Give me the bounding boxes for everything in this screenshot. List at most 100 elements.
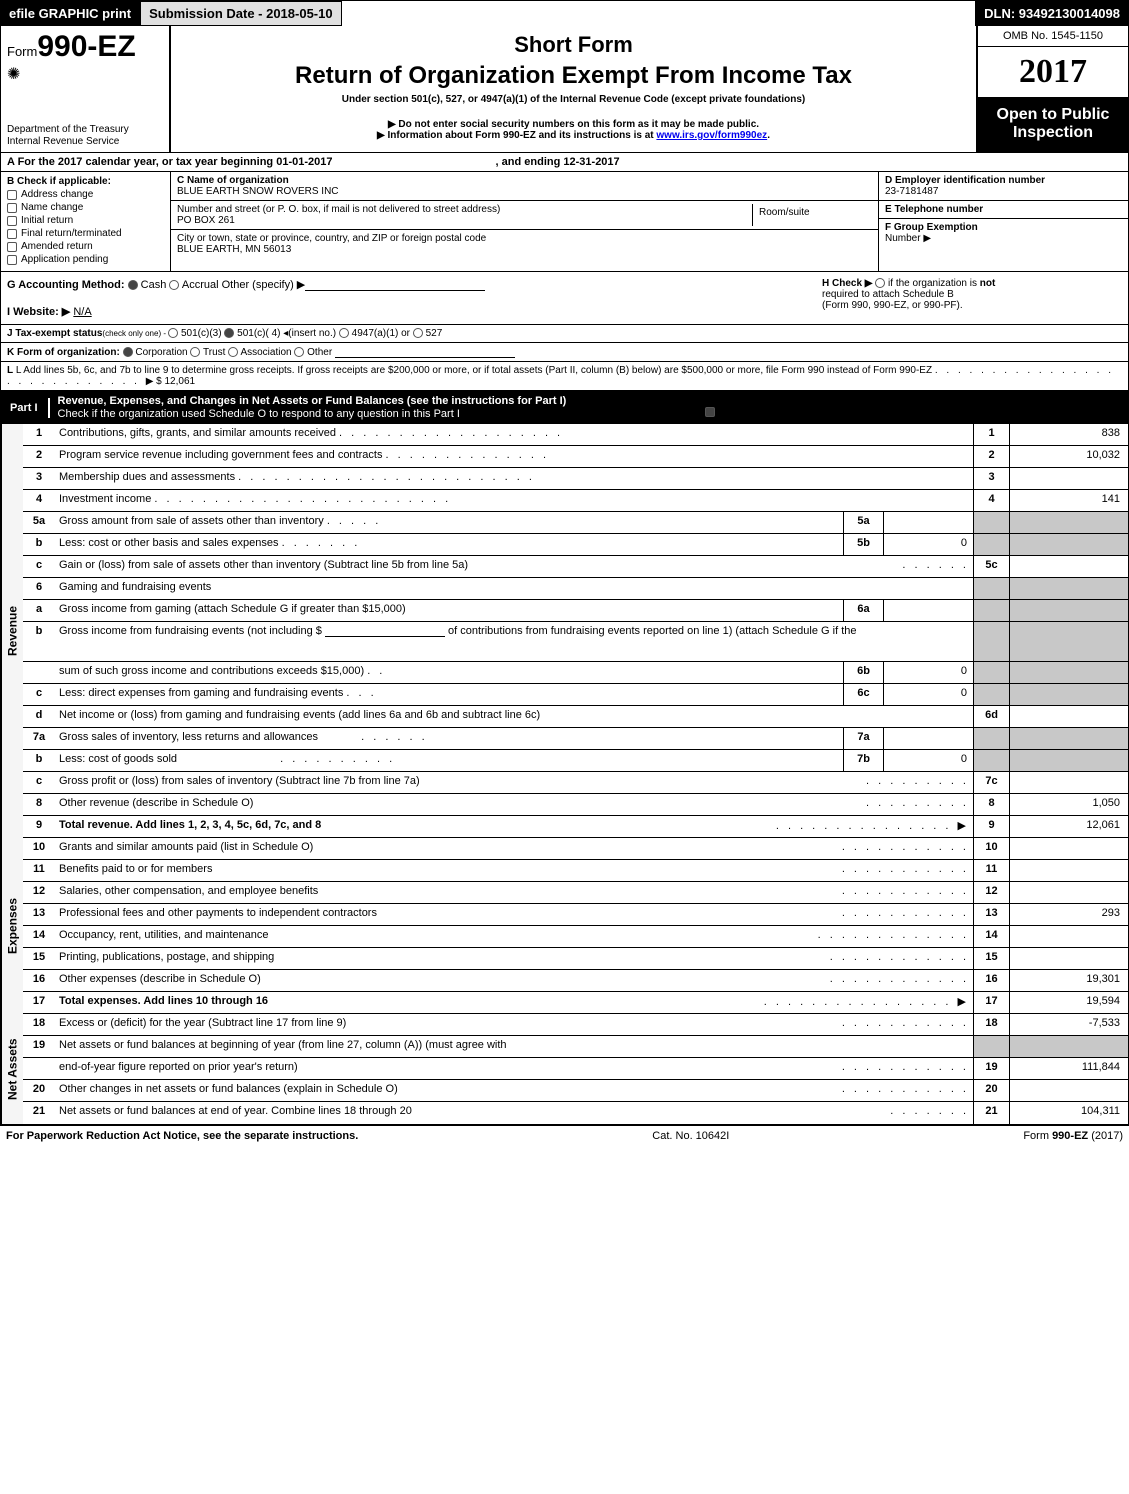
tax-year: 2017 <box>978 47 1128 98</box>
efile-button[interactable]: efile GRAPHIC print <box>0 1 140 26</box>
l6a: Gross income from gaming (attach Schedul… <box>55 600 843 621</box>
l1: Contributions, gifts, grants, and simila… <box>55 424 973 445</box>
submission-date: Submission Date - 2018-05-10 <box>140 1 342 26</box>
street-value: PO BOX 261 <box>177 215 752 226</box>
l9: Total revenue. Add lines 1, 2, 3, 4, 5c,… <box>55 816 973 837</box>
room-suite: Room/suite <box>752 204 872 226</box>
v1: 838 <box>1009 424 1129 445</box>
chk-address[interactable] <box>7 190 17 200</box>
treasury-label: Department of the Treasury Internal Reve… <box>7 124 163 148</box>
hio-h[interactable] <box>875 278 885 288</box>
d-label: D Employer identification number <box>885 175 1122 186</box>
form-number: Form990-EZ ✺ <box>7 30 163 84</box>
l6d: Net income or (loss) from gaming and fun… <box>55 706 973 727</box>
omb-number: OMB No. 1545-1150 <box>978 26 1128 47</box>
chk-name-label: Name change <box>21 202 83 213</box>
l15: Printing, publications, postage, and shi… <box>55 948 973 969</box>
footer-right: Form 990-EZ (2017) <box>1023 1130 1123 1142</box>
radio-accrual[interactable] <box>169 280 179 290</box>
v5b: 0 <box>883 534 973 555</box>
radio-cash[interactable] <box>128 280 138 290</box>
v17: 19,594 <box>1009 992 1129 1013</box>
l5a: Gross amount from sale of assets other t… <box>55 512 843 533</box>
b-label: B Check if applicable: <box>7 176 164 187</box>
dln-label: DLN: 93492130014098 <box>975 1 1129 26</box>
j-line: J Tax-exempt status(check only one) - 50… <box>0 325 1129 343</box>
chk-address-label: Address change <box>21 189 93 200</box>
l20: Other changes in net assets or fund bala… <box>55 1080 973 1101</box>
radio-501c4[interactable] <box>224 328 234 338</box>
v21: 104,311 <box>1009 1102 1129 1124</box>
l12: Salaries, other compensation, and employ… <box>55 882 973 903</box>
l8: Other revenue (describe in Schedule O) .… <box>55 794 973 815</box>
e-label: E Telephone number <box>885 204 1122 215</box>
line-a: A For the 2017 calendar year, or tax yea… <box>1 153 626 171</box>
expenses-side: Expenses <box>1 838 23 1014</box>
radio-other[interactable] <box>294 347 304 357</box>
city-value: BLUE EARTH, MN 56013 <box>177 244 872 255</box>
part1-header: Part I Revenue, Expenses, and Changes in… <box>0 391 1129 424</box>
l4: Investment income . . . . . . . . . . . … <box>55 490 973 511</box>
under-section: Under section 501(c), 527, or 4947(a)(1)… <box>181 94 966 105</box>
ein-value: 23-7181487 <box>885 186 1122 197</box>
l6b: Gross income from fundraising events (no… <box>55 622 973 661</box>
k-line: K Form of organization: Corporation Trus… <box>0 343 1129 362</box>
v16: 19,301 <box>1009 970 1129 991</box>
radio-527[interactable] <box>413 328 423 338</box>
irs-link[interactable]: www.irs.gov/form990ez <box>656 130 767 141</box>
chk-schedule-o[interactable] <box>705 407 715 417</box>
footer-cat: Cat. No. 10642I <box>652 1130 729 1142</box>
l7b: Less: cost of goods sold . . . . . . . .… <box>55 750 843 771</box>
v13: 293 <box>1009 904 1129 925</box>
info-line: ▶ Information about Form 990-EZ and its … <box>181 130 966 141</box>
return-title: Return of Organization Exempt From Incom… <box>181 62 966 90</box>
v6b: 0 <box>883 662 973 683</box>
chk-name[interactable] <box>7 203 17 213</box>
v19: 111,844 <box>1009 1058 1129 1079</box>
g-line: G Accounting Method: Cash Accrual Other … <box>7 278 822 291</box>
l6c: Less: direct expenses from gaming and fu… <box>55 684 843 705</box>
l6: Gaming and fundraising events <box>55 578 973 599</box>
l19a: Net assets or fund balances at beginning… <box>55 1036 973 1057</box>
l5b: Less: cost or other basis and sales expe… <box>55 534 843 555</box>
l13: Professional fees and other payments to … <box>55 904 973 925</box>
chk-pending-label: Application pending <box>21 254 108 265</box>
radio-assoc[interactable] <box>228 347 238 357</box>
donot-note: ▶ Do not enter social security numbers o… <box>181 119 966 130</box>
l2: Program service revenue including govern… <box>55 446 973 467</box>
l16: Other expenses (describe in Schedule O) … <box>55 970 973 991</box>
v6c: 0 <box>883 684 973 705</box>
org-name: BLUE EARTH SNOW ROVERS INC <box>177 186 872 197</box>
v4: 141 <box>1009 490 1129 511</box>
radio-corp[interactable] <box>123 347 133 357</box>
l-line: L L Add lines 5b, 6c, and 7b to line 9 t… <box>0 362 1129 391</box>
l17: Total expenses. Add lines 10 through 16 … <box>55 992 973 1013</box>
footer-left: For Paperwork Reduction Act Notice, see … <box>6 1130 358 1142</box>
netassets-side: Net Assets <box>1 1014 23 1124</box>
chk-initial[interactable] <box>7 216 17 226</box>
i-website: I Website: ▶ N/A <box>7 305 822 318</box>
radio-501c3[interactable] <box>168 328 178 338</box>
city-label: City or town, state or province, country… <box>177 233 872 244</box>
revenue-side: Revenue <box>1 424 23 838</box>
l5c: Gain or (loss) from sale of assets other… <box>55 556 973 577</box>
v9: 12,061 <box>1009 816 1129 837</box>
chk-amended-label: Amended return <box>21 241 93 252</box>
l19b: end-of-year figure reported on prior yea… <box>55 1058 973 1079</box>
l18: Excess or (deficit) for the year (Subtra… <box>55 1014 973 1035</box>
chk-amended[interactable] <box>7 242 17 252</box>
l6b2: sum of such gross income and contributio… <box>55 662 843 683</box>
radio-trust[interactable] <box>190 347 200 357</box>
v18: -7,533 <box>1009 1014 1129 1035</box>
chk-final[interactable] <box>7 229 17 239</box>
h-check: H Check ▶ if the organization is not req… <box>822 278 1122 318</box>
c-label: C Name of organization <box>177 175 872 186</box>
open-to-public: Open to Public Inspection <box>978 98 1128 152</box>
l7a: Gross sales of inventory, less returns a… <box>55 728 843 749</box>
v2: 10,032 <box>1009 446 1129 467</box>
chk-pending[interactable] <box>7 255 17 265</box>
radio-4947[interactable] <box>339 328 349 338</box>
short-form-title: Short Form <box>181 32 966 58</box>
chk-final-label: Final return/terminated <box>21 228 122 239</box>
v7b: 0 <box>883 750 973 771</box>
